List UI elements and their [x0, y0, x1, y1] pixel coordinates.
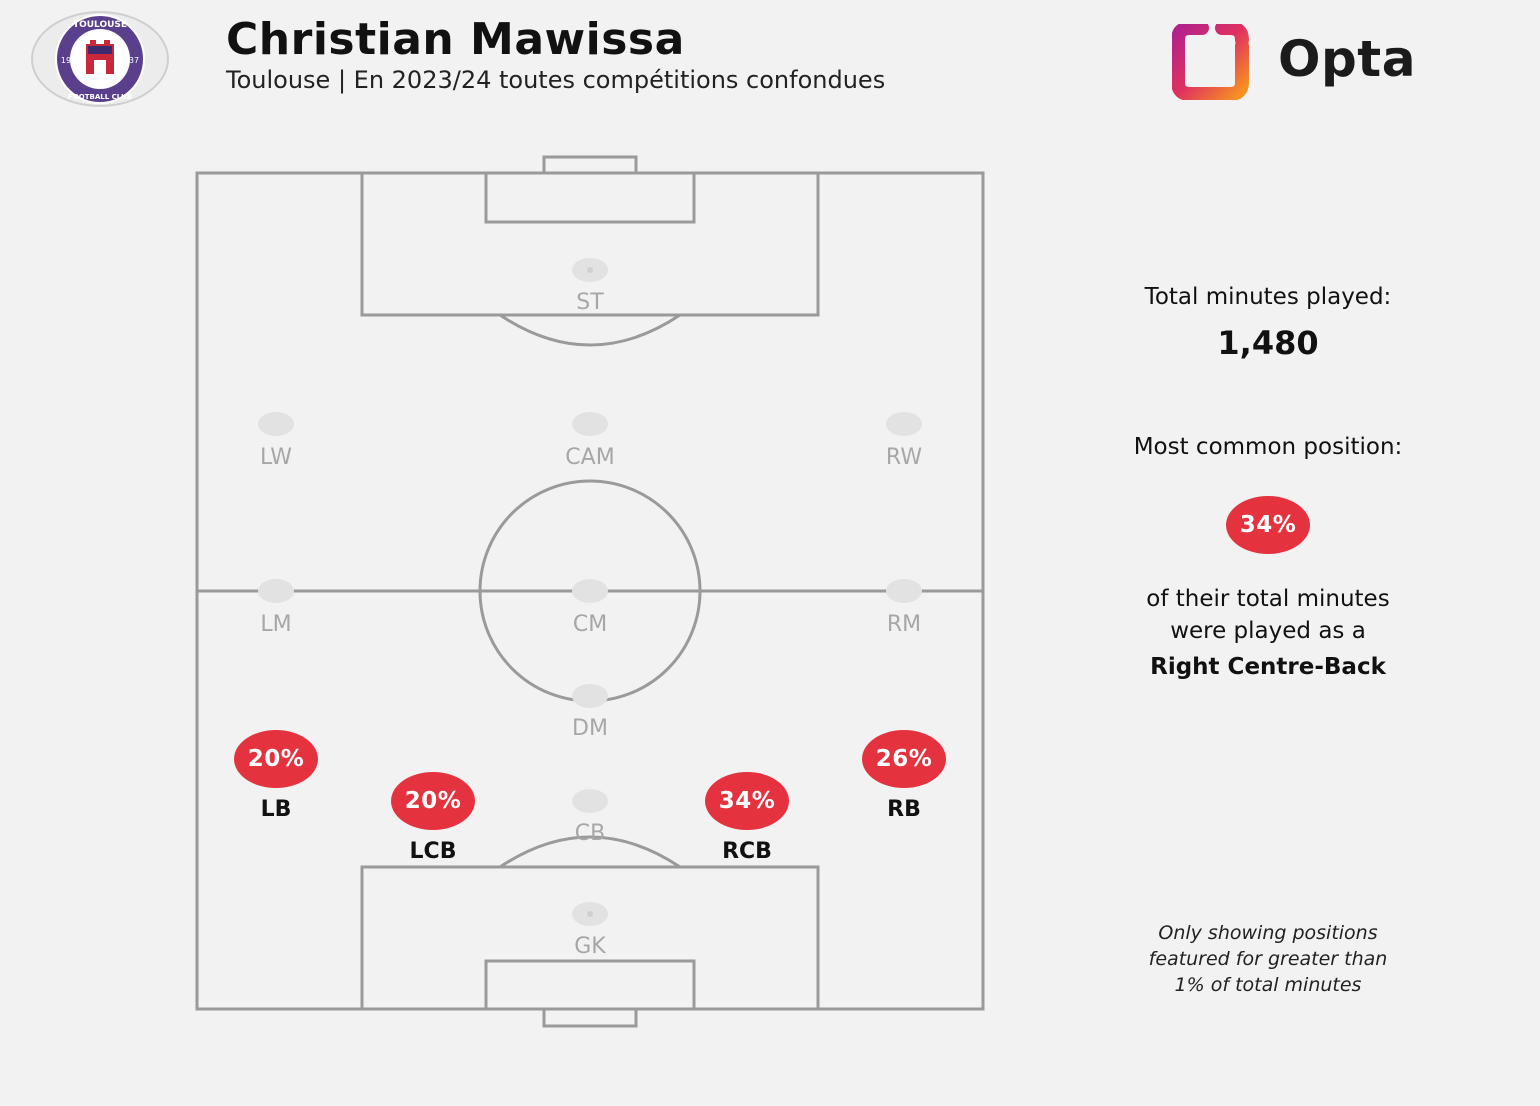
- position-label-lw: LW: [260, 445, 292, 470]
- position-label-rb: RB: [887, 797, 921, 822]
- common-position-percentage-badge: 34%: [1226, 496, 1310, 554]
- opta-logo-icon: [1172, 24, 1249, 100]
- badge-text-bottom: FOOTBALL CLUB: [68, 93, 132, 101]
- position-label-cb: CB: [574, 821, 606, 846]
- badge-year-right: 37: [129, 56, 139, 65]
- rm-dot: [886, 579, 922, 603]
- top-six-yard-box: [484, 171, 696, 224]
- common-position-text-1: of their total minutes: [1146, 586, 1390, 612]
- cm-dot: [572, 579, 608, 603]
- position-label-lcb: LCB: [409, 839, 457, 864]
- total-minutes-label: Total minutes played:: [1144, 284, 1392, 310]
- top-penalty-arc: [499, 313, 681, 347]
- common-position-text-2: were played as a: [1170, 618, 1366, 644]
- page-subtitle: Toulouse | En 2023/24 toutes compétition…: [226, 66, 886, 94]
- position-label-cm: CM: [572, 612, 608, 637]
- footnote-line-1: Only showing positions: [1158, 922, 1378, 944]
- bottom-penalty-arc: [499, 835, 681, 869]
- lb-percentage-badge: 20%: [234, 730, 318, 788]
- bottom-goal: [542, 1007, 638, 1028]
- rcb-percentage-badge: 34%: [705, 772, 789, 830]
- badge-text-top: TOULOUSE: [73, 20, 127, 30]
- footnote-line-3: 1% of total minutes: [1174, 974, 1362, 996]
- badge-year-left: 19: [61, 56, 71, 65]
- position-label-rm: RM: [886, 612, 922, 637]
- position-label-dm: DM: [572, 716, 608, 741]
- position-label-st: ST: [576, 290, 604, 315]
- dm-dot: [572, 684, 608, 708]
- common-position-name: Right Centre-Back: [1150, 654, 1386, 680]
- lm-dot: [258, 579, 294, 603]
- page-title: Christian Mawissa: [226, 14, 685, 65]
- lcb-percentage-badge: 20%: [391, 772, 475, 830]
- cam-dot: [572, 412, 608, 436]
- footnote-line-2: featured for greater than: [1148, 948, 1388, 970]
- top-goal: [542, 155, 638, 175]
- bottom-six-yard-box: [484, 959, 696, 1011]
- position-label-cam: CAM: [565, 445, 615, 470]
- cb-dot: [572, 789, 608, 813]
- position-label-rw: RW: [885, 445, 923, 470]
- position-label-lb: LB: [260, 797, 292, 822]
- total-minutes-value: 1,480: [1217, 324, 1319, 362]
- common-position-label: Most common position:: [1133, 434, 1403, 460]
- toulouse-badge-icon: TOULOUSE FOOTBALL CLUB 19 37: [31, 11, 169, 107]
- position-label-rcb: RCB: [722, 839, 772, 864]
- rb-percentage-badge: 26%: [862, 730, 946, 788]
- position-label-gk: GK: [574, 934, 606, 959]
- brand-name: Opta: [1278, 30, 1416, 88]
- rw-dot: [886, 412, 922, 436]
- position-label-lm: LM: [260, 612, 292, 637]
- lw-dot: [258, 412, 294, 436]
